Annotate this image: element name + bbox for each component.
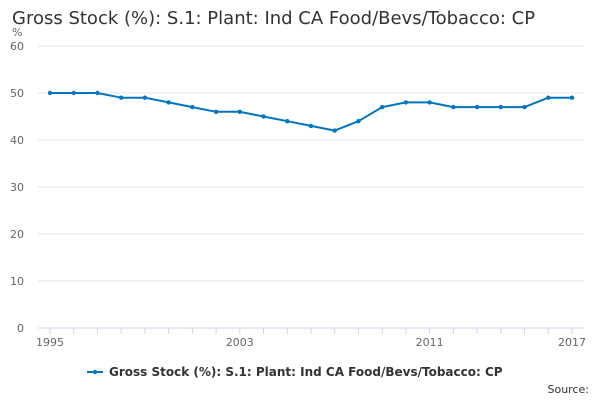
data-point[interactable] [308,123,314,129]
data-point[interactable] [285,119,290,124]
data-point[interactable] [47,90,53,96]
x-tick-label: 2011 [416,336,444,349]
data-point[interactable] [474,104,480,110]
data-point[interactable] [213,109,219,115]
data-point[interactable] [356,119,361,124]
data-point[interactable] [166,100,171,105]
legend-point-marker [92,369,98,375]
data-point[interactable] [427,100,432,105]
data-point[interactable] [118,95,124,100]
data-point[interactable] [379,104,385,110]
y-tick-label: 20 [10,228,24,241]
data-point[interactable] [403,100,409,105]
data-point[interactable] [71,90,76,96]
gridlines [38,45,584,329]
data-point[interactable] [451,104,456,110]
x-tick-label: 1995 [36,336,64,349]
data-point[interactable] [546,95,551,100]
data-point[interactable] [261,114,266,119]
data-point[interactable] [190,104,195,110]
y-tick-label: 40 [10,134,24,147]
y-axis-unit-label: % [12,26,22,39]
y-tick-label: 0 [17,322,24,335]
legend[interactable]: Gross Stock (%): S.1: Plant: Ind CA Food… [87,365,503,379]
y-tick-label: 50 [10,87,24,100]
series-layer [47,90,575,133]
legend-label: Gross Stock (%): S.1: Plant: Ind CA Food… [109,365,503,379]
data-point[interactable] [569,95,575,100]
y-tick-label: 10 [10,275,24,288]
data-point[interactable] [142,95,148,100]
chart-title: Gross Stock (%): S.1: Plant: Ind CA Food… [12,8,535,29]
y-tick-label: 60 [10,40,24,53]
x-tick-label: 2003 [226,336,254,349]
data-point[interactable] [332,128,337,133]
axes: 0 10 20 30 40 50 60 1995 2003 2011 2017 [10,40,586,349]
data-point[interactable] [95,90,100,96]
data-point[interactable] [522,104,527,110]
source-label: Source: [548,383,590,396]
data-point[interactable] [237,109,243,115]
x-tick-label: 2017 [558,336,586,349]
data-point[interactable] [498,104,504,110]
y-tick-label: 30 [10,181,24,194]
